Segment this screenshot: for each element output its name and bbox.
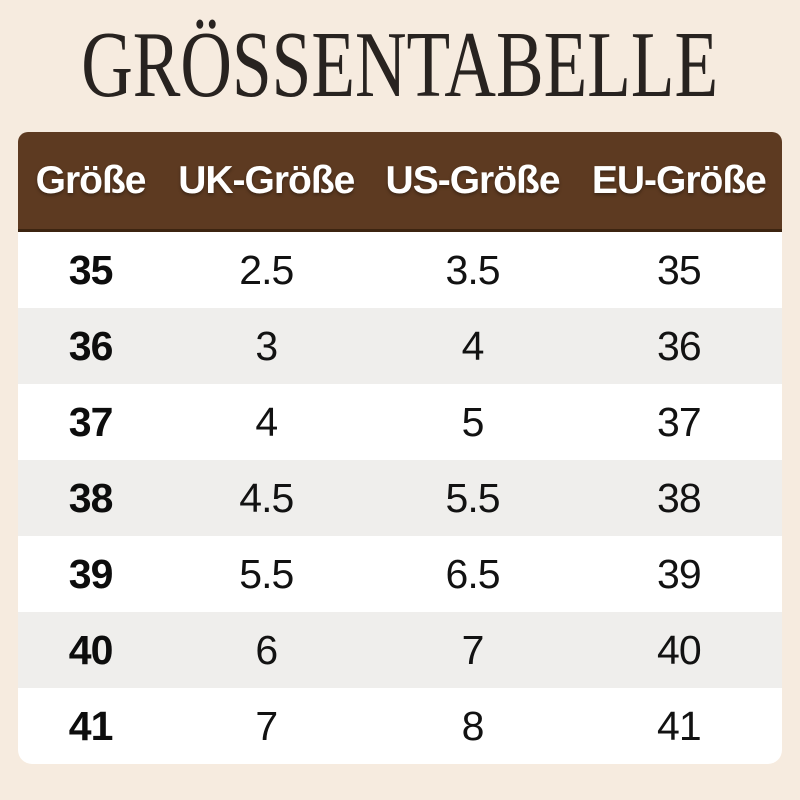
size-table-card: Größe UK-Größe US-Größe EU-Größe 35 2.5 … [18,132,782,764]
eu-cell: 41 [657,702,702,749]
uk-cell: 5.5 [239,550,294,597]
table-row: 38 4.5 5.5 38 [18,460,782,536]
size-cell: 37 [68,398,114,445]
size-cell: 35 [68,246,114,293]
eu-cell: 36 [657,322,702,369]
uk-cell: 3 [255,322,278,369]
uk-cell: 2.5 [239,246,294,293]
us-cell: 4 [461,322,485,369]
uk-cell: 6 [255,626,278,673]
header-row: Größe UK-Größe US-Größe EU-Größe [18,132,782,232]
eu-cell: 37 [657,398,702,445]
us-cell: 3.5 [445,246,501,293]
size-cell: 41 [68,702,114,749]
size-cell: 39 [68,550,114,597]
size-chart-page: GRÖSSENTABELLE Größe UK-Größe US-Größe E… [0,0,800,764]
eu-cell: 35 [657,246,702,293]
size-cell: 38 [68,474,114,521]
table-row: 36 3 4 36 [18,308,782,384]
us-cell: 8 [461,702,485,749]
header-cell-uk-groesse: UK-Größe [163,132,370,232]
header-cell-groesse: Größe [18,132,164,232]
eu-cell: 40 [657,626,702,673]
eu-cell: 39 [657,550,702,597]
table-row: 37 4 5 37 [18,384,782,460]
size-table: Größe UK-Größe US-Größe EU-Größe 35 2.5 … [18,132,782,764]
page-title: GRÖSSENTABELLE [0,0,800,132]
us-cell: 5.5 [445,474,501,521]
table-row: 35 2.5 3.5 35 [18,230,782,308]
size-cell: 36 [68,322,114,369]
header-cell-us-groesse: US-Größe [369,132,576,232]
uk-cell: 4.5 [239,474,294,521]
header-cell-eu-groesse: EU-Größe [575,132,782,232]
table-row: 39 5.5 6.5 39 [18,536,782,612]
uk-cell: 4 [255,398,278,445]
us-cell: 5 [461,398,485,445]
eu-cell: 38 [657,474,702,521]
table-row: 41 7 8 41 [18,688,782,764]
table-row: 40 6 7 40 [18,612,782,688]
size-cell: 40 [68,626,114,673]
uk-cell: 7 [255,702,278,749]
page-title-text: GRÖSSENTABELLE [81,13,719,118]
us-cell: 7 [461,626,485,673]
us-cell: 6.5 [445,550,501,597]
